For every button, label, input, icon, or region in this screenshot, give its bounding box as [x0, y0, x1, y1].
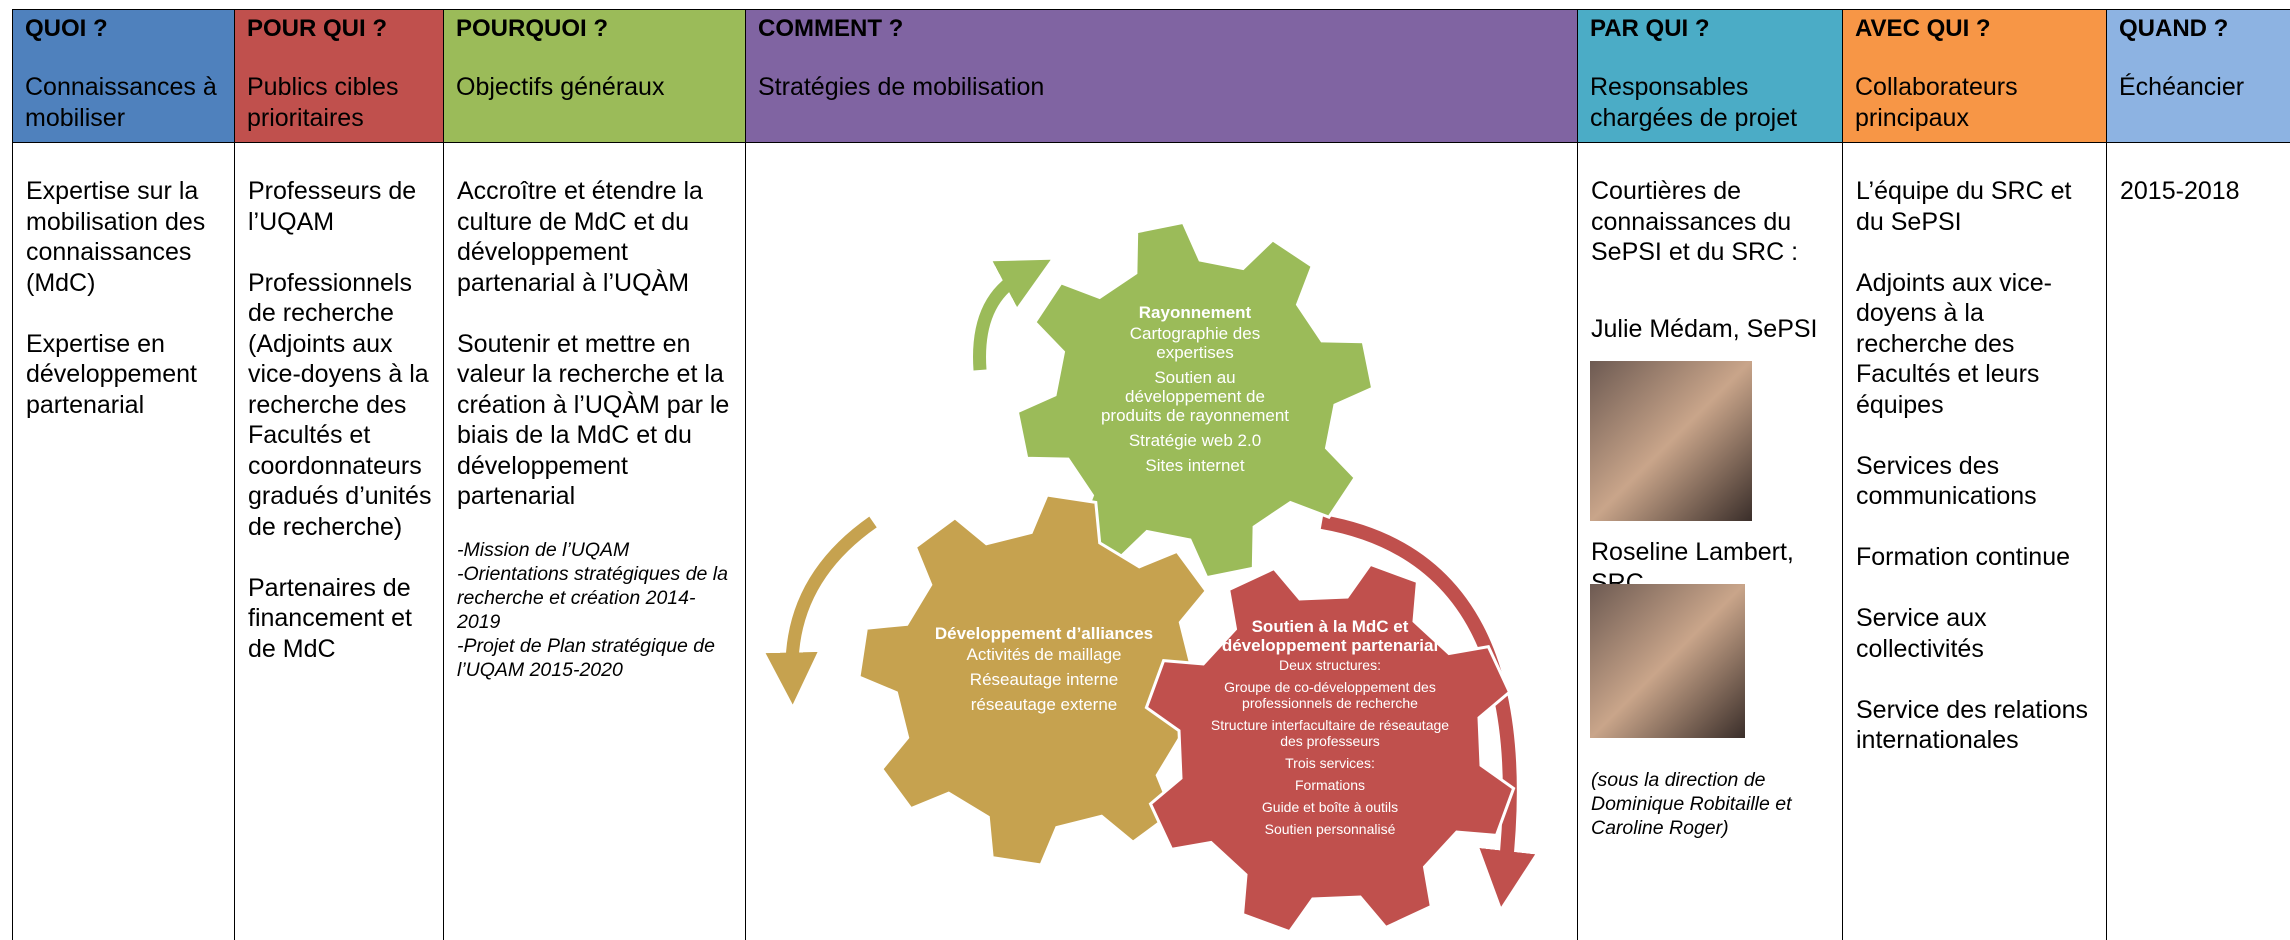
gear-line: réseautage externe	[970, 695, 1118, 714]
gear-line: Réseautage interne	[969, 670, 1119, 689]
gear-line: Guide et boîte à outils	[1261, 799, 1399, 815]
gear	[1144, 562, 1516, 934]
gear-line: Trois services:	[1285, 755, 1375, 771]
photo	[1590, 584, 1745, 738]
cell-text: Service aux collectivités	[1856, 604, 1987, 663]
column-body	[745, 143, 1577, 940]
cell-text: Professeurs de l’UQAM	[248, 177, 417, 236]
gear-text: Rayonnement Cartographie des expertises So…	[1100, 303, 1290, 481]
column-header: POURQUOI ? Objectifs généraux	[443, 9, 745, 143]
cell-text: 2015-2018	[2120, 177, 2240, 205]
header-subtitle: Publics cibles prioritaires	[247, 73, 399, 132]
gear-line: Deux structures:	[1279, 657, 1381, 673]
note: -Orientations stratégiques de la recherc…	[457, 563, 728, 633]
column-header: POUR QUI ? Publics cibles prioritaires	[234, 9, 443, 143]
header-subtitle: Connaissances à mobiliser	[25, 73, 217, 132]
column-header: AVEC QUI ? Collaborateurs principaux	[1842, 9, 2106, 143]
column-body: Expertise sur la mobilisation des connai…	[12, 143, 234, 940]
cell-text: Expertise sur la mobilisation des connai…	[26, 177, 206, 297]
supervision-note: (sous la direction de Dominique Robitail…	[1591, 769, 1792, 839]
arrow	[765, 516, 877, 705]
header-title: AVEC QUI ?	[1855, 15, 1991, 42]
arrow	[973, 259, 1051, 371]
cell-text: Adjoints aux vice-doyens à la recherche …	[1856, 268, 2052, 419]
gear-line: Formations	[1294, 777, 1366, 793]
header-title: POUR QUI ?	[247, 15, 388, 42]
gear-title: Développement d’alliances	[934, 624, 1154, 643]
gear-line: Activités de maillage	[966, 645, 1122, 664]
cell-text: Formation continue	[1856, 543, 2071, 571]
column-body: Accroître et étendre la culture de MdC e…	[443, 143, 745, 940]
gear	[1015, 220, 1375, 580]
cell-text: Service des relations internationales	[1856, 695, 2089, 755]
note: -Projet de Plan stratégique de l’UQAM 20…	[457, 635, 715, 681]
person-name: Julie Médam, SePSI	[1591, 315, 1818, 343]
column-header: PAR QUI ? Responsables chargées de projet	[1577, 9, 1842, 143]
cell-text: Professionnels de recherche (Adjoints au…	[248, 268, 432, 541]
photo	[1590, 361, 1752, 521]
column-body: 2015-2018	[2106, 143, 2290, 940]
note: -Mission de l’UQAM	[457, 539, 630, 561]
column-header: QUOI ? Connaissances à mobiliser	[12, 9, 234, 143]
cell-text: Services des communications	[1856, 451, 2037, 511]
gear-line: Structure interfacultaire de réseautage …	[1210, 717, 1450, 749]
gear-text: Développement d’alliances Activités de ma…	[928, 624, 1160, 720]
column-header: COMMENT ? Stratégies de mobilisation	[745, 9, 1577, 143]
header-title: POURQUOI ?	[456, 15, 609, 42]
header-title: COMMENT ?	[758, 15, 904, 42]
cell-text: Expertise en développement partenarial	[26, 329, 197, 419]
header-subtitle: Échéancier	[2119, 73, 2245, 101]
header-subtitle: Collaborateurs principaux	[1855, 73, 2018, 132]
gear-line: Cartographie des expertises	[1129, 324, 1261, 362]
header-subtitle: Stratégies de mobilisation	[758, 73, 1045, 101]
header-title: QUAND ?	[2119, 15, 2229, 42]
header-title: PAR QUI ?	[1590, 15, 1710, 42]
header-title: QUOI ?	[25, 15, 108, 42]
gear-line: Stratégie web 2.0	[1128, 431, 1262, 450]
gear-line: Soutien personnalisé	[1264, 821, 1396, 837]
column-body: L’équipe du SRC et du SePSI Adjoints aux …	[1842, 143, 2106, 940]
gear-text: Soutien à la MdC et développement parten…	[1198, 617, 1462, 843]
gear-title: Soutien à la MdC et développement parten…	[1221, 617, 1439, 655]
cell-text: Partenaires de financement et de MdC	[248, 573, 412, 663]
cell-text: Courtières de connaissances du SePSI et …	[1591, 177, 1799, 266]
header-subtitle: Objectifs généraux	[456, 73, 665, 101]
cell-text: L’équipe du SRC et du SePSI	[1856, 177, 2072, 236]
column-body: Professeurs de l’UQAM Professionnels de r…	[234, 143, 443, 940]
cell-text: Soutenir et mettre en valeur la recherch…	[457, 329, 730, 511]
gear-line: Soutien au développement de produits de …	[1100, 368, 1290, 425]
notes: -Mission de l’UQAM -Orientations stratégi…	[457, 538, 735, 682]
column-body	[1577, 143, 1842, 940]
cell-text: Accroître et étendre la culture de MdC e…	[457, 177, 703, 297]
gear-title: Rayonnement	[1138, 303, 1252, 322]
column-header: QUAND ? Échéancier	[2106, 9, 2290, 143]
gear-line: Groupe de co-développement des professio…	[1224, 679, 1436, 711]
header-subtitle: Responsables chargées de projet	[1590, 73, 1798, 132]
gear-line: Sites internet	[1145, 456, 1245, 475]
